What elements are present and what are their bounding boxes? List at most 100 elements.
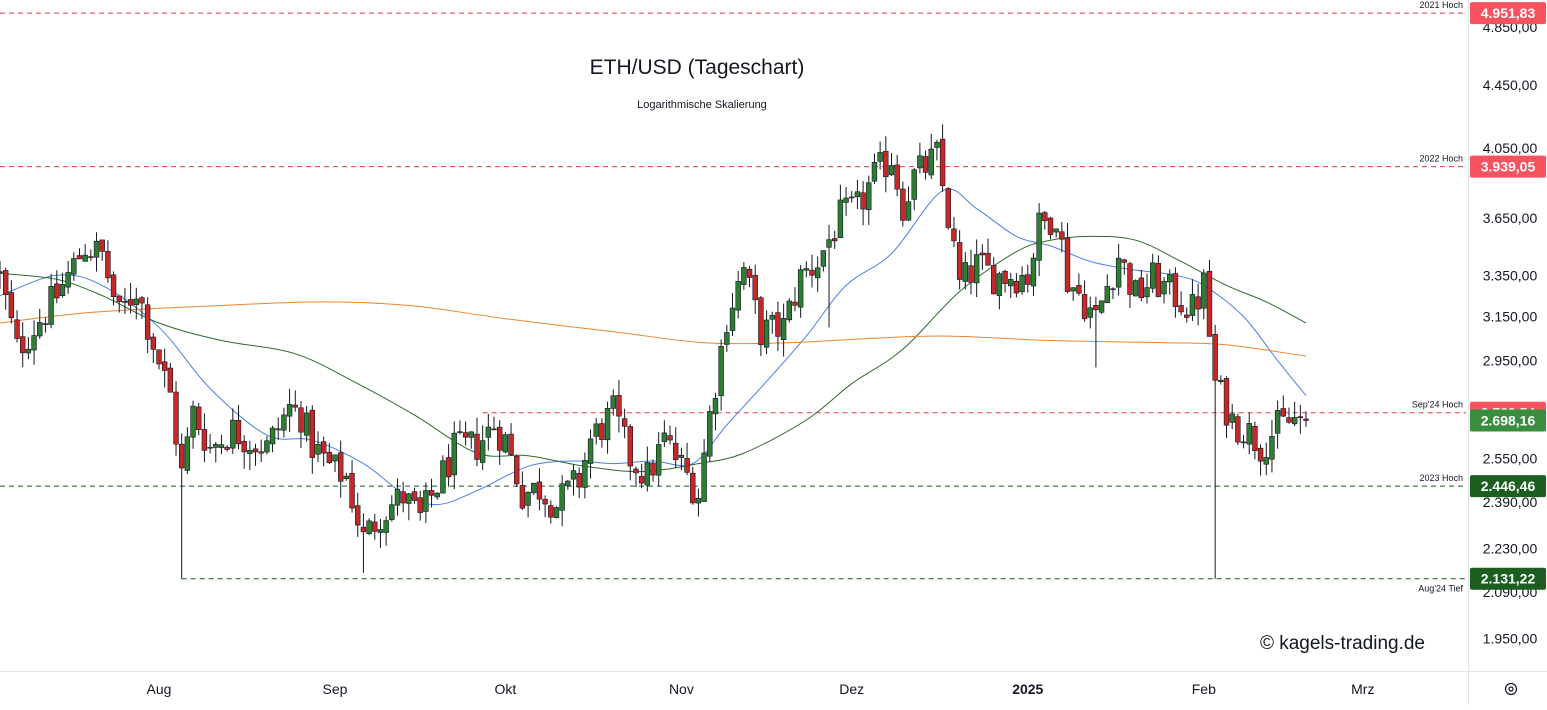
candle-body bbox=[428, 490, 435, 496]
candle-body bbox=[1127, 263, 1133, 295]
candle-body bbox=[82, 254, 88, 262]
price-tag bbox=[1470, 2, 1546, 25]
candle bbox=[474, 417, 480, 467]
candle-body bbox=[440, 460, 446, 494]
candle bbox=[292, 390, 298, 412]
candle-body bbox=[1087, 307, 1093, 318]
candle bbox=[241, 435, 247, 469]
candle bbox=[1257, 444, 1264, 476]
candle bbox=[122, 288, 128, 315]
candle bbox=[275, 417, 281, 440]
candle-body bbox=[1002, 271, 1008, 284]
candle bbox=[491, 416, 497, 431]
candle-body bbox=[196, 406, 202, 431]
candle-body bbox=[820, 250, 827, 267]
candle bbox=[786, 298, 792, 323]
candle-body bbox=[1155, 262, 1162, 297]
candle-body bbox=[389, 504, 395, 520]
candle bbox=[690, 466, 696, 505]
candle-body bbox=[269, 427, 276, 445]
candle-body bbox=[945, 188, 951, 228]
candle-body bbox=[372, 521, 378, 532]
candle-body bbox=[837, 199, 844, 239]
candle-body bbox=[150, 336, 157, 350]
candle bbox=[93, 232, 100, 272]
settings-icon[interactable] bbox=[1504, 682, 1518, 696]
candle bbox=[655, 432, 662, 487]
candle bbox=[196, 402, 202, 436]
candle bbox=[1081, 280, 1088, 322]
candle bbox=[213, 441, 219, 463]
price-tag-label: 4.951,83 bbox=[1481, 5, 1536, 21]
time-tick-label: Feb bbox=[1192, 681, 1216, 697]
candle bbox=[820, 250, 827, 272]
candle-body bbox=[1263, 457, 1269, 465]
candle-body bbox=[729, 307, 736, 331]
candle-body bbox=[116, 295, 122, 303]
candle bbox=[860, 181, 866, 226]
candle-body bbox=[190, 405, 196, 438]
candle-body bbox=[406, 493, 412, 504]
level-label: 2021 Hoch bbox=[1419, 0, 1463, 10]
candle-body bbox=[332, 454, 338, 462]
candle-body bbox=[962, 262, 969, 282]
candle-body bbox=[110, 274, 117, 298]
candle bbox=[633, 466, 639, 487]
candle bbox=[712, 392, 719, 431]
candle-body bbox=[985, 252, 991, 266]
candle-body bbox=[553, 507, 560, 518]
candle-body bbox=[1132, 280, 1139, 297]
candle-body bbox=[201, 429, 208, 451]
candle bbox=[366, 518, 372, 536]
candle-body bbox=[337, 452, 344, 482]
price-tick-label: 2.950,00 bbox=[1483, 353, 1538, 369]
candle-body bbox=[156, 349, 162, 365]
candle bbox=[553, 506, 560, 519]
candle-body bbox=[1008, 279, 1014, 287]
candle bbox=[1047, 216, 1054, 240]
candle bbox=[1002, 269, 1008, 293]
candle bbox=[905, 186, 912, 222]
candle bbox=[1280, 395, 1286, 418]
candle bbox=[508, 423, 514, 456]
candle bbox=[264, 436, 270, 455]
candle bbox=[400, 481, 406, 513]
candle-body bbox=[536, 481, 543, 500]
candle bbox=[161, 348, 168, 388]
candle bbox=[548, 500, 554, 524]
candle-body bbox=[917, 155, 923, 169]
candle bbox=[565, 479, 571, 490]
candle bbox=[315, 431, 321, 463]
candle bbox=[485, 413, 492, 451]
candle bbox=[758, 295, 764, 357]
time-tick-label: Dez bbox=[839, 681, 864, 697]
candle-body bbox=[638, 475, 645, 484]
candle bbox=[1042, 210, 1048, 230]
price-tick-label: 4.050,00 bbox=[1483, 140, 1538, 156]
candle-body bbox=[161, 361, 168, 371]
price-tick-label: 2.230,00 bbox=[1483, 540, 1538, 556]
candle bbox=[150, 333, 157, 364]
candle-body bbox=[797, 269, 804, 308]
candle-body bbox=[951, 228, 957, 242]
candle-body bbox=[0, 271, 3, 273]
candle bbox=[1246, 412, 1252, 455]
candle-body bbox=[491, 428, 497, 431]
candle-body bbox=[1195, 296, 1201, 310]
candle bbox=[105, 240, 111, 283]
candle-body bbox=[1240, 441, 1247, 444]
candle-body bbox=[8, 292, 15, 319]
candle bbox=[962, 251, 969, 290]
candle bbox=[695, 488, 702, 517]
candle bbox=[809, 254, 815, 288]
candle bbox=[190, 400, 196, 449]
candle-body bbox=[548, 505, 554, 518]
time-tick-label: Okt bbox=[494, 681, 516, 697]
candle bbox=[201, 413, 208, 463]
candle bbox=[939, 124, 946, 192]
candle-body bbox=[752, 274, 758, 301]
candle-body bbox=[377, 529, 384, 533]
candle-body bbox=[173, 391, 179, 445]
candle-body bbox=[360, 526, 367, 533]
candle bbox=[1206, 259, 1213, 337]
